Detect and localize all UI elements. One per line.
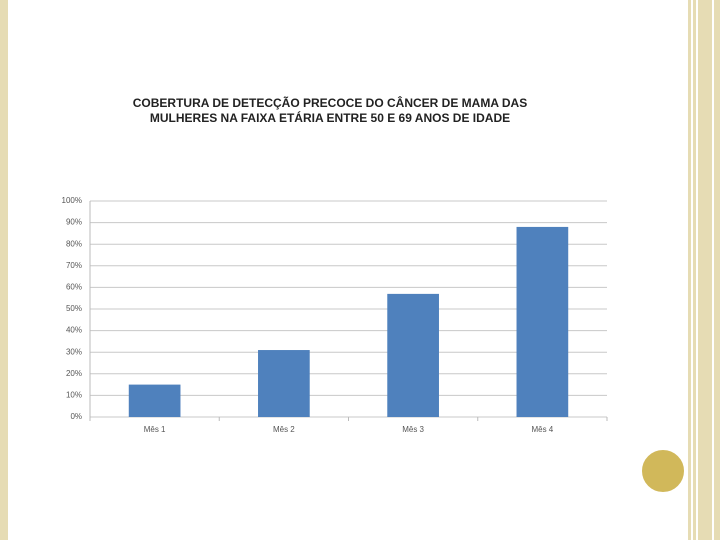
y-tick-label: 30% [66,347,82,356]
chart-title: COBERTURA DE DETECÇÃO PRECOCE DO CÂNCER … [133,95,527,110]
bar [387,293,439,417]
y-tick-label: 60% [66,283,82,292]
y-tick-label: 20% [66,369,82,378]
y-tick-label: 100% [62,196,82,205]
right-border [688,0,720,540]
x-tick-label: Mês 3 [402,425,424,434]
x-tick-label: Mês 2 [273,425,295,434]
y-tick-label: 50% [66,304,82,313]
border-line [696,0,698,540]
y-tick-label: 10% [66,391,82,400]
bar [258,350,310,417]
y-tick-label: 0% [70,412,82,421]
border-line [691,0,693,540]
decorative-circle [640,448,686,494]
y-tick-label: 80% [66,239,82,248]
y-tick-label: 40% [66,326,82,335]
chart-title: MULHERES NA FAIXA ETÁRIA ENTRE 50 E 69 A… [150,110,510,125]
y-tick-label: 90% [66,218,82,227]
bar [128,384,181,417]
bar [516,226,569,417]
border-line [712,0,714,540]
x-tick-label: Mês 4 [531,425,553,434]
y-tick-label: 70% [66,261,82,270]
left-border [0,0,8,540]
x-tick-label: Mês 1 [144,425,166,434]
